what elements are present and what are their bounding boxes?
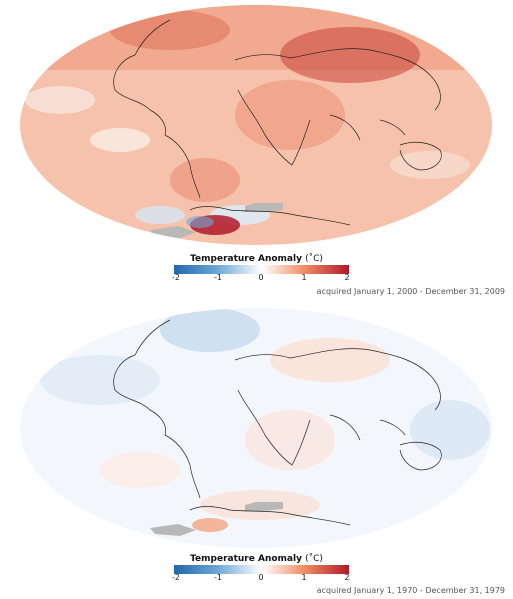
legend-tick: 0 xyxy=(258,273,264,282)
legend-colorbar xyxy=(174,265,349,274)
legend-tick: 1 xyxy=(301,273,307,282)
legend-tick: 2 xyxy=(344,273,350,282)
legend-tick: 0 xyxy=(258,573,264,582)
legend-tick: -2 xyxy=(172,573,180,582)
legend-tick: 2 xyxy=(344,573,350,582)
legend-tick: -2 xyxy=(172,273,180,282)
legend-tick: -1 xyxy=(214,273,222,282)
map-panel-1970s: Temperature Anomaly (˚C) -2 -1 0 1 2 acq… xyxy=(0,300,513,599)
legend-colorbar xyxy=(174,565,349,574)
legend-1970s: Temperature Anomaly (˚C) -2 -1 0 1 2 xyxy=(0,552,513,582)
acquisition-caption: acquired January 1, 2000 - December 31, … xyxy=(316,287,505,296)
legend-unit: (˚C) xyxy=(305,554,323,564)
legend-unit: (˚C) xyxy=(305,254,323,264)
anomaly-map-2000s xyxy=(20,5,492,245)
acquisition-caption: acquired January 1, 1970 - December 31, … xyxy=(316,586,505,595)
legend-title: Temperature Anomaly (˚C) xyxy=(0,554,513,564)
legend-tick: 1 xyxy=(301,573,307,582)
legend-2000s: Temperature Anomaly (˚C) -2 -1 0 1 2 xyxy=(0,252,513,282)
anomaly-map-1970s xyxy=(20,308,492,548)
legend-title: Temperature Anomaly (˚C) xyxy=(0,254,513,264)
legend-title-text: Temperature Anomaly xyxy=(190,554,302,564)
legend-title-text: Temperature Anomaly xyxy=(190,254,302,264)
map-panel-2000s: Temperature Anomaly (˚C) -2 -1 0 1 2 acq… xyxy=(0,5,513,296)
legend-tick: -1 xyxy=(214,573,222,582)
